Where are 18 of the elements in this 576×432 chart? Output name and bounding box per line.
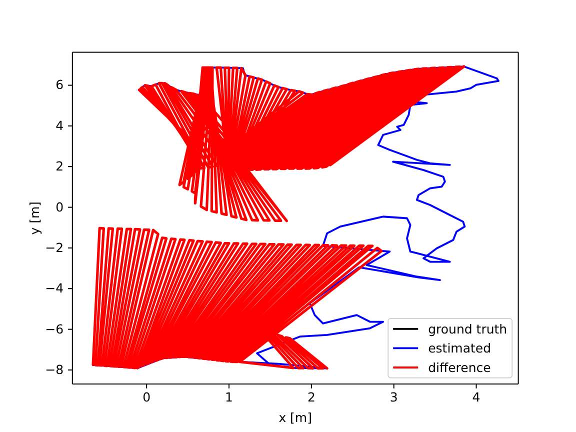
y-axis-title: y [m] xyxy=(27,201,42,235)
x-tick-label: 2 xyxy=(307,390,316,405)
x-tick-label: 3 xyxy=(390,390,398,405)
x-tick-label: 1 xyxy=(225,390,233,405)
y-tick-label: 4 xyxy=(56,118,64,133)
y-tick-label: 2 xyxy=(56,158,64,174)
x-tick-label: 4 xyxy=(472,390,480,405)
y-tick-label: 6 xyxy=(56,77,64,92)
legend-label: estimated xyxy=(428,340,492,356)
y-tick-label: −8 xyxy=(45,362,64,377)
y-tick-label: −4 xyxy=(45,280,64,296)
x-tick-label: 0 xyxy=(142,390,151,405)
legend-label: difference xyxy=(428,360,492,375)
legend-label: ground truth xyxy=(428,321,508,336)
y-tick-label: 0 xyxy=(56,199,64,214)
y-tick-label: −2 xyxy=(45,240,64,255)
x-axis-title: x [m] xyxy=(278,410,312,425)
y-tick-label: −6 xyxy=(45,321,64,336)
